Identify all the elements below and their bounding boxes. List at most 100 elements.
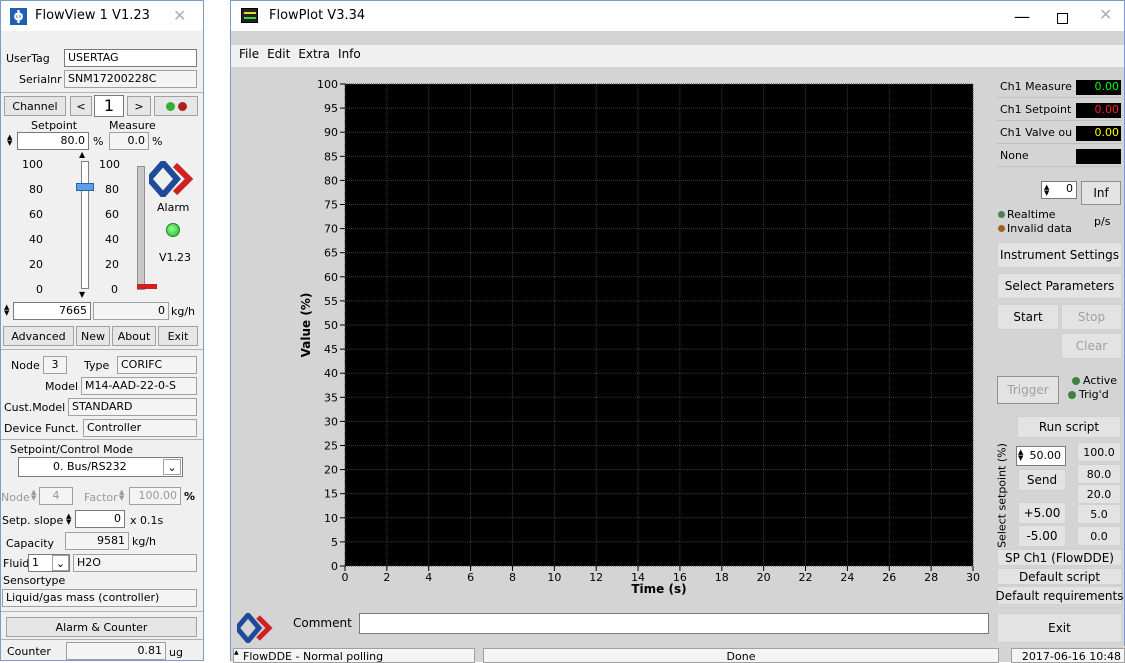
invalid-label: Invalid data bbox=[1007, 222, 1072, 235]
y-tick-label: 20 bbox=[324, 464, 338, 477]
select-setpoint-label: Select setpoint (%) bbox=[995, 443, 1009, 548]
node2-label: Node bbox=[1, 491, 30, 504]
about-button[interactable]: About bbox=[112, 326, 156, 346]
setpoint-input[interactable]: ▲ ▼ 50.00 bbox=[1016, 446, 1066, 466]
channel-row[interactable]: Ch1 Measure 0.00 bbox=[997, 77, 1122, 98]
rate-spinner[interactable]: ▲ ▼ 0 bbox=[1041, 181, 1077, 199]
setpoint-label: Setpoint bbox=[31, 119, 78, 132]
close-icon[interactable]: ✕ bbox=[1099, 5, 1113, 24]
x-tick-label: 10 bbox=[547, 571, 561, 584]
scale-label: 60 bbox=[105, 208, 119, 221]
channel-value: 0.00 bbox=[1076, 126, 1121, 141]
x-tick-label: 0 bbox=[342, 571, 349, 584]
channel-label: Ch1 Measure bbox=[1000, 80, 1072, 93]
x-tick-label: 8 bbox=[509, 571, 516, 584]
counter-unit: ug bbox=[169, 646, 183, 659]
y-tick-label: 70 bbox=[324, 223, 338, 236]
usertag-input[interactable]: USERTAG bbox=[64, 49, 197, 67]
chevron-down-icon[interactable]: ⌄ bbox=[52, 555, 69, 571]
status-right-text: 2017-06-16 10:48 bbox=[1021, 650, 1121, 663]
channel-button[interactable]: Channel bbox=[4, 96, 66, 116]
x-tick-label: 20 bbox=[757, 571, 771, 584]
alarm-label: Alarm bbox=[157, 201, 190, 214]
y-tick-label: 95 bbox=[324, 102, 338, 115]
channel-row[interactable]: Ch1 Valve ou 0.00 bbox=[997, 123, 1122, 144]
preset-5-button[interactable]: 5.0 bbox=[1077, 504, 1121, 524]
menu-edit[interactable]: Edit bbox=[267, 47, 291, 61]
spin-icon[interactable]: ▲ ▼ bbox=[1044, 183, 1050, 197]
close-icon[interactable]: ✕ bbox=[173, 6, 187, 25]
scale-label: 0 bbox=[111, 283, 118, 296]
flow-chart[interactable]: 0 2 4 6 8 10 12 14 16 18 20 22 24 26 28 300510152025303… bbox=[288, 74, 994, 607]
channel-row[interactable]: None bbox=[997, 146, 1122, 167]
exit-button[interactable]: Exit bbox=[158, 326, 198, 346]
spin-icon[interactable]: ▲ ▼ bbox=[66, 512, 72, 526]
setpoint-raw-input[interactable]: 7665 bbox=[13, 302, 91, 320]
advanced-button[interactable]: Advanced bbox=[3, 326, 74, 346]
flowview-titlebar[interactable]: ϕ FlowView 1 V1.23 ✕ bbox=[1, 1, 203, 31]
channel-row[interactable]: Ch1 Setpoint 0.00 bbox=[997, 100, 1122, 121]
channel-value: 0.00 bbox=[1076, 80, 1121, 95]
run-script-button[interactable]: Run script bbox=[1017, 416, 1121, 438]
y-tick-label: 45 bbox=[324, 343, 338, 356]
capacity-value: 9581 bbox=[65, 532, 129, 550]
slope-input[interactable]: 0 bbox=[75, 510, 125, 528]
next-channel-button[interactable]: > bbox=[127, 96, 151, 116]
flowplot-titlebar[interactable]: FlowPlot V3.34 — ✕ bbox=[231, 1, 1124, 31]
mode-label: Setpoint/Control Mode bbox=[10, 443, 134, 456]
new-button[interactable]: New bbox=[76, 326, 110, 346]
channel-number[interactable]: 1 bbox=[94, 95, 124, 117]
prev-channel-button[interactable]: < bbox=[70, 96, 92, 116]
preset-20-button[interactable]: 20.0 bbox=[1077, 484, 1121, 504]
setpoint-slider-track[interactable] bbox=[81, 161, 89, 289]
maximize-icon[interactable] bbox=[1057, 13, 1068, 24]
minus-five-button[interactable]: -5.00 bbox=[1018, 525, 1066, 547]
connection-status[interactable] bbox=[154, 96, 198, 116]
bronkhorst-logo bbox=[145, 158, 197, 200]
mode-select[interactable]: 0. Bus/RS232 bbox=[18, 457, 183, 477]
trigd-label: Trig'd bbox=[1079, 388, 1109, 401]
x-tick-label: 6 bbox=[467, 571, 474, 584]
menu-info[interactable]: Info bbox=[338, 47, 361, 61]
measure-bar-track bbox=[137, 166, 145, 290]
preset-100-button[interactable]: 100.0 bbox=[1077, 442, 1121, 462]
scale-label: 40 bbox=[105, 233, 119, 246]
stop-button[interactable]: Stop bbox=[1061, 304, 1122, 330]
preset-0-button[interactable]: 0.0 bbox=[1077, 526, 1121, 546]
y-tick-label: 80 bbox=[324, 174, 338, 187]
serial-label: Serialnr bbox=[19, 73, 62, 86]
alarm-counter-button[interactable]: Alarm & Counter bbox=[6, 617, 197, 637]
trigd-led-icon bbox=[1068, 391, 1076, 399]
default-requirements-button[interactable]: Default requirements bbox=[996, 586, 1123, 605]
send-button[interactable]: Send bbox=[1018, 469, 1066, 491]
menu-file[interactable]: File bbox=[239, 47, 260, 61]
setpoint-slider-thumb[interactable] bbox=[76, 182, 94, 191]
start-button[interactable]: Start bbox=[997, 304, 1059, 330]
status-left-text: FlowDDE - Normal polling bbox=[243, 650, 384, 663]
select-parameters-button[interactable]: Select Parameters bbox=[997, 273, 1122, 299]
sp-channel-button[interactable]: SP Ch1 (FlowDDE) bbox=[997, 549, 1122, 566]
comment-input[interactable] bbox=[359, 613, 989, 634]
slider-up-arrow-icon[interactable]: ▲ bbox=[79, 150, 86, 159]
default-script-button[interactable]: Default script bbox=[997, 568, 1122, 585]
divider bbox=[1, 639, 203, 640]
preset-80-button[interactable]: 80.0 bbox=[1077, 464, 1121, 484]
spin-icon[interactable]: ▲ ▼ bbox=[4, 303, 10, 317]
chevron-down-icon[interactable]: ⌄ bbox=[163, 459, 181, 475]
instrument-settings-button[interactable]: Instrument Settings bbox=[997, 242, 1122, 268]
slider-down-arrow-icon[interactable]: ▼ bbox=[79, 290, 86, 299]
spin-icon[interactable]: ▲ ▼ bbox=[1018, 448, 1024, 462]
scroll-up-icon[interactable]: ▲ bbox=[234, 649, 239, 656]
inf-button[interactable]: Inf bbox=[1081, 181, 1121, 205]
clear-button[interactable]: Clear bbox=[1061, 333, 1122, 359]
spin-icon[interactable]: ▲ ▼ bbox=[7, 133, 13, 147]
node-label: Node bbox=[11, 359, 40, 372]
setpoint-input[interactable]: 80.0 bbox=[17, 132, 89, 150]
plus-five-button[interactable]: +5.00 bbox=[1018, 502, 1066, 524]
factor-label: Factor bbox=[84, 491, 118, 504]
trigger-button[interactable]: Trigger bbox=[997, 376, 1059, 404]
flow-unit: kg/h bbox=[171, 305, 196, 318]
exit-button[interactable]: Exit bbox=[997, 613, 1122, 643]
minimize-icon[interactable]: — bbox=[1014, 7, 1030, 26]
menu-extra[interactable]: Extra bbox=[298, 47, 331, 61]
